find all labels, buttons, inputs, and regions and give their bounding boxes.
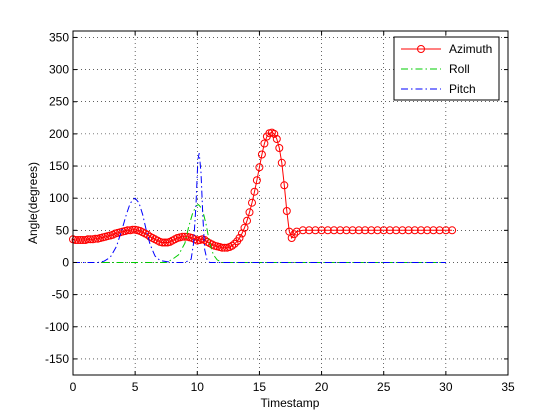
- axis-ticks: 0 5 10 15 20 25 30 35 -150 -100 -50 0 50 100 150 200 250…: [45, 30, 515, 394]
- data-point: [348, 226, 357, 235]
- data-point: [404, 226, 413, 235]
- data-point: [230, 239, 239, 248]
- data-point: [86, 235, 95, 244]
- data-point: [292, 227, 301, 236]
- x-tick-label: 5: [132, 380, 139, 394]
- data-point: [398, 226, 407, 235]
- y-tick-label: -50: [52, 288, 70, 302]
- y-tick-label: 0: [62, 255, 69, 269]
- data-point: [435, 226, 444, 235]
- data-point: [235, 234, 244, 242]
- data-point: [379, 226, 388, 235]
- legend-label: Azimuth: [449, 42, 492, 56]
- data-point: [260, 139, 269, 148]
- data-point: [218, 243, 227, 252]
- legend-label: Roll: [449, 62, 470, 76]
- data-point: [423, 226, 432, 235]
- x-tick-label: 15: [253, 380, 267, 394]
- data-point: [385, 226, 394, 235]
- series-line: [73, 153, 446, 263]
- series-pitch: [73, 153, 446, 263]
- data-point: [417, 226, 425, 235]
- y-tick-label: 100: [49, 191, 69, 205]
- data-point: [240, 223, 249, 232]
- data-point: [91, 234, 100, 243]
- data-point: [220, 243, 229, 252]
- legend-label: Pitch: [449, 82, 476, 96]
- data-point: [128, 225, 137, 234]
- data-point: [317, 226, 326, 235]
- y-tick-label: 150: [49, 159, 69, 173]
- data-point: [275, 144, 284, 152]
- y-tick-label: 200: [49, 127, 69, 141]
- data-point: [305, 226, 314, 235]
- plot-frame: [72, 30, 509, 376]
- data-point: [228, 241, 237, 250]
- data-point: [255, 163, 264, 172]
- x-tick-label: 35: [501, 380, 515, 394]
- data-point: [410, 226, 419, 235]
- legend: Azimuth Roll Pitch: [393, 36, 500, 101]
- y-axis-label: Angle(degrees): [26, 162, 40, 244]
- data-point: [250, 187, 259, 196]
- data-point: [243, 216, 251, 225]
- data-point: [373, 226, 382, 235]
- data-point: [311, 226, 320, 235]
- data-point: [245, 208, 254, 217]
- data-point: [330, 226, 338, 235]
- series-azimuth: [69, 128, 457, 252]
- data-point: [367, 226, 376, 235]
- data-point: [282, 207, 291, 215]
- data-point: [257, 150, 266, 159]
- data-point: [323, 226, 332, 235]
- data-point: [342, 226, 351, 235]
- x-tick-label: 10: [191, 380, 205, 394]
- data-point: [361, 226, 370, 235]
- x-tick-label: 0: [70, 380, 77, 394]
- data-point: [161, 238, 169, 247]
- y-tick-label: 50: [56, 223, 70, 237]
- data-point: [252, 176, 261, 185]
- data-point: [336, 226, 345, 235]
- data-point: [83, 235, 92, 244]
- data-point: [429, 226, 438, 235]
- data-point: [392, 226, 401, 235]
- x-tick-label: 25: [377, 380, 391, 394]
- data-point: [290, 230, 299, 239]
- legend-marker: [417, 45, 425, 53]
- data-point: [270, 129, 279, 138]
- data-point: [277, 158, 286, 167]
- data-point: [354, 226, 363, 235]
- data-point: [248, 198, 256, 207]
- data-point: [180, 232, 189, 241]
- data-point: [272, 135, 281, 143]
- y-tick-label: 300: [49, 63, 69, 77]
- x-tick-label: 30: [439, 380, 453, 394]
- data-point: [441, 226, 450, 235]
- series-layer: [69, 128, 457, 263]
- data-point: [298, 226, 307, 235]
- x-axis-label: Timestamp: [261, 396, 320, 410]
- y-tick-label: -150: [45, 352, 69, 366]
- series-line: [73, 203, 446, 263]
- data-point: [78, 236, 87, 244]
- y-tick-label: 250: [49, 95, 69, 109]
- data-point: [280, 181, 289, 190]
- y-tick-label: 350: [49, 30, 69, 44]
- series-roll: [73, 203, 446, 263]
- x-tick-label: 20: [315, 380, 329, 394]
- y-tick-label: -100: [45, 320, 69, 334]
- data-point: [448, 226, 457, 235]
